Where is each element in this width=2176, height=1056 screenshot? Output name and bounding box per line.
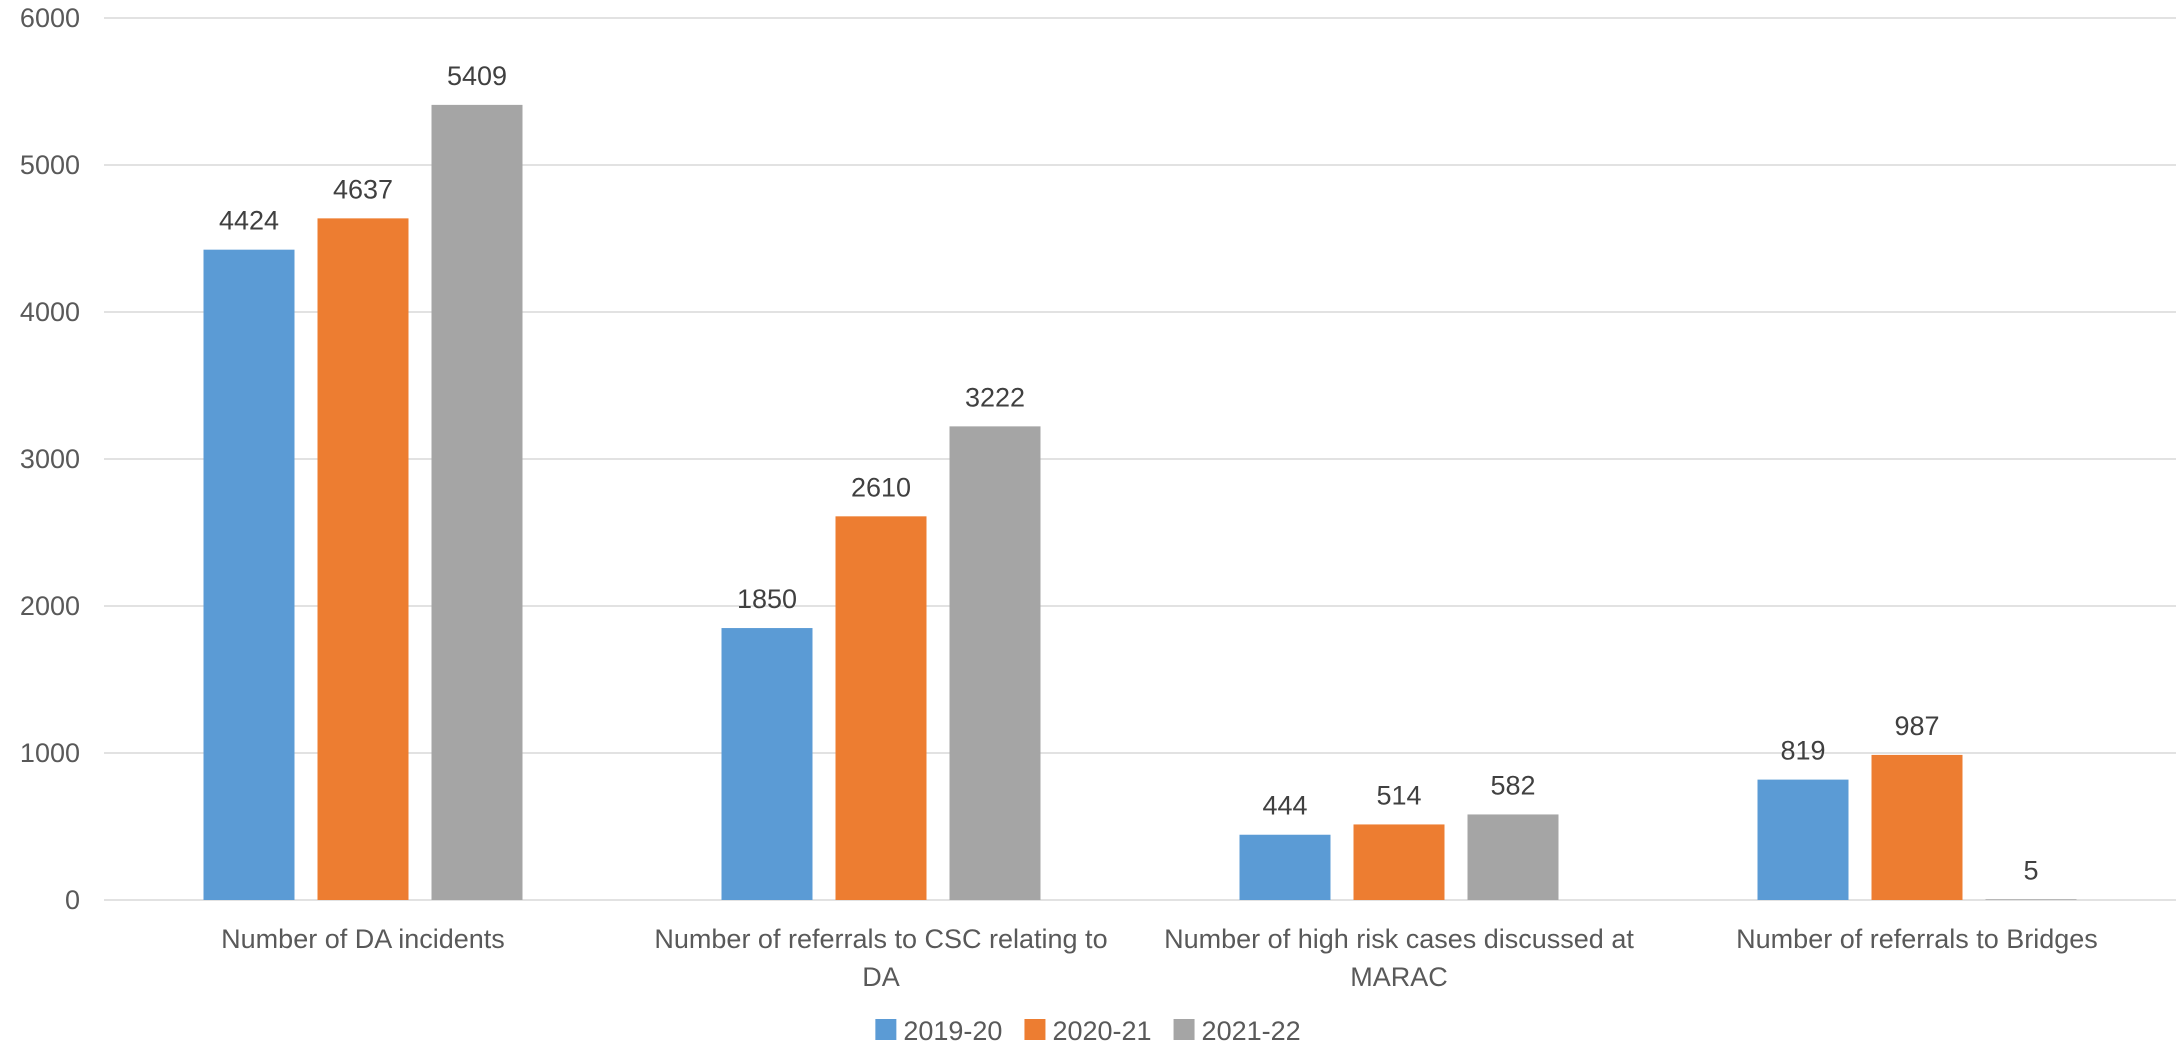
category-label-line: Number of referrals to CSC relating to xyxy=(654,924,1107,954)
data-label-2021-22-0: 5409 xyxy=(447,61,507,91)
bar-2019-20-2 xyxy=(1239,834,1331,900)
bar-2020-21-0 xyxy=(317,218,409,901)
y-tick-label: 3000 xyxy=(20,444,80,474)
data-label-2020-21-3: 987 xyxy=(1894,711,1939,741)
y-tick-label: 2000 xyxy=(20,591,80,621)
bar-2021-22-2 xyxy=(1467,814,1559,900)
category-label-1: Number of referrals to CSC relating to DA xyxy=(654,924,1107,992)
legend-item-2021-22: 2021-22 xyxy=(1173,1016,1301,1046)
bar-2021-22-0 xyxy=(431,104,523,900)
bar-2020-21-3 xyxy=(1871,754,1963,900)
x-axis-category-labels: Number of DA incidents Number of referral… xyxy=(221,924,2098,992)
data-label-2019-20-3: 819 xyxy=(1780,736,1825,766)
category-label-2: Number of high risk cases discussed at MA… xyxy=(1164,924,1634,992)
legend-label: 2019-20 xyxy=(903,1016,1002,1046)
data-label-2020-21-2: 514 xyxy=(1376,780,1421,810)
bar-2019-20-0 xyxy=(203,249,295,900)
y-tick-label: 4000 xyxy=(20,297,80,327)
data-label-2021-22-3: 5 xyxy=(2023,855,2038,885)
data-label-2019-20-0: 4424 xyxy=(219,206,279,236)
legend-swatch xyxy=(1024,1019,1046,1040)
legend-item-2019-20: 2019-20 xyxy=(875,1016,1002,1046)
y-tick-label: 0 xyxy=(65,885,80,915)
data-label-2020-21-0: 4637 xyxy=(333,174,393,204)
legend-label: 2020-21 xyxy=(1052,1016,1151,1046)
category-label-line: MARAC xyxy=(1350,962,1448,992)
y-tick-label: 1000 xyxy=(20,738,80,768)
y-axis-tick-labels: 0 1000 2000 3000 4000 5000 6000 xyxy=(20,3,80,915)
legend-item-2020-21: 2020-21 xyxy=(1024,1016,1152,1046)
bar-2019-20-1 xyxy=(721,628,813,900)
category-label-line: Number of high risk cases discussed at xyxy=(1164,924,1634,954)
bar-2020-21-1 xyxy=(835,516,927,900)
bar-2021-22-3 xyxy=(1985,899,2077,900)
category-label-line: DA xyxy=(862,962,900,992)
category-label-3: Number of referrals to Bridges xyxy=(1736,924,2098,954)
data-labels: 4424 4637 5409 1850 2610 3222 444 514 582 819 987 5 xyxy=(219,61,2039,885)
bar-2020-21-2 xyxy=(1353,824,1445,900)
data-label-2021-22-1: 3222 xyxy=(965,382,1025,412)
data-label-2019-20-2: 444 xyxy=(1262,791,1307,821)
bar-2019-20-3 xyxy=(1757,779,1849,900)
data-label-2020-21-1: 2610 xyxy=(851,472,911,502)
legend-swatch xyxy=(875,1019,897,1040)
legend-swatch xyxy=(1173,1019,1195,1040)
gridlines xyxy=(104,17,2176,901)
y-tick-label: 5000 xyxy=(20,150,80,180)
y-tick-label: 6000 xyxy=(20,3,80,33)
category-label-line: Number of referrals to Bridges xyxy=(1736,924,2098,954)
legend-label: 2021-22 xyxy=(1202,1016,1301,1046)
bars xyxy=(203,104,2077,901)
bar-2021-22-1 xyxy=(949,426,1041,900)
category-label-0: Number of DA incidents xyxy=(221,924,505,954)
data-label-2019-20-1: 1850 xyxy=(737,584,797,614)
data-label-2021-22-2: 582 xyxy=(1490,770,1535,800)
legend: 2019-20 2020-21 2021-22 xyxy=(875,1016,1301,1046)
category-label-line: Number of DA incidents xyxy=(221,924,505,954)
